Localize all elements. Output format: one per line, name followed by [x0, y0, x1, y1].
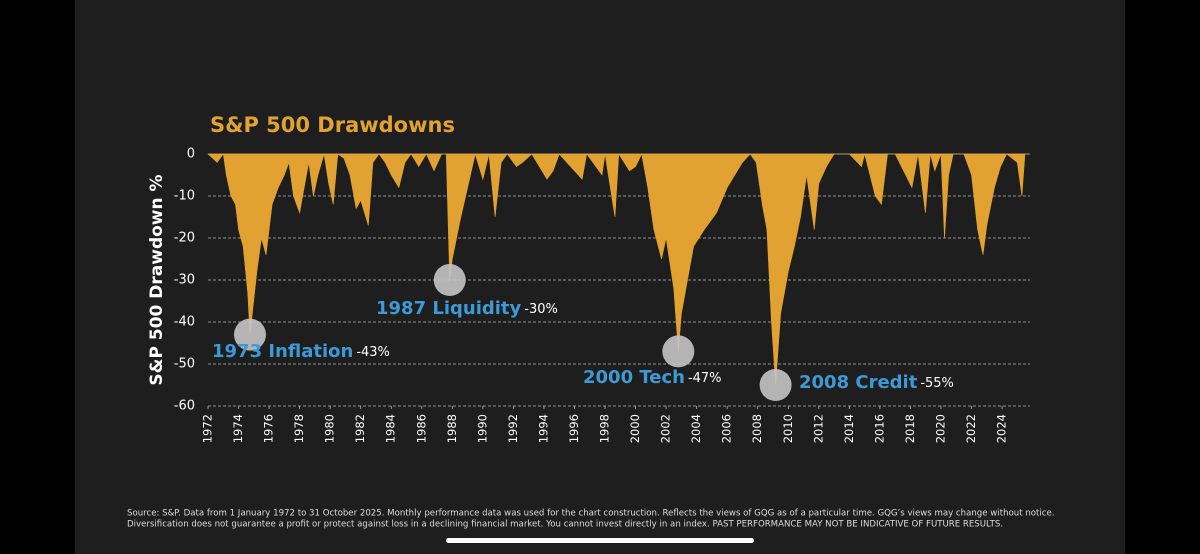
- annotation-label: 2008 Credit: [799, 372, 918, 393]
- x-tick-label: 1980: [323, 414, 337, 443]
- annotation-value: -43%: [356, 345, 390, 360]
- x-tick-label: 2012: [811, 414, 825, 443]
- annotation: 1987 Liquidity -30%: [376, 298, 558, 319]
- footnote: Source: S&P. Data from 1 January 1972 to…: [127, 509, 1055, 519]
- x-tick-label: 2010: [781, 414, 795, 443]
- annotation-value: -47%: [688, 371, 722, 386]
- x-tick-label: 1992: [506, 414, 520, 443]
- x-tick-label: 1994: [536, 414, 550, 443]
- y-tick-label: -10: [174, 189, 195, 204]
- x-tick-label: 1972: [201, 414, 215, 443]
- y-axis-label: S&P 500 Drawdown %: [147, 174, 167, 385]
- x-tick-label: 2004: [689, 414, 703, 443]
- annotation-marker: [662, 335, 695, 368]
- x-tick-label: 1998: [598, 414, 612, 443]
- annotation-marker: [433, 264, 466, 296]
- annotation-marker: [759, 369, 792, 401]
- x-tick-label: 1996: [567, 414, 581, 443]
- x-tick-label: 2002: [659, 414, 673, 443]
- y-tick-label: -20: [174, 231, 195, 246]
- home-indicator: [446, 538, 754, 543]
- annotation-label: 1987 Liquidity: [376, 298, 522, 319]
- x-tick-label: 1974: [231, 414, 245, 443]
- x-tick-label: 1982: [353, 414, 367, 443]
- x-tick-label: 2020: [933, 414, 947, 443]
- x-tick-label: 1976: [262, 414, 276, 443]
- y-tick-label: -60: [174, 399, 195, 414]
- annotation-value: -30%: [524, 302, 558, 317]
- x-tick-label: 2000: [628, 414, 642, 443]
- x-tick-label: 2008: [750, 414, 764, 443]
- annotation: 2008 Credit -55%: [799, 372, 954, 393]
- x-tick-label: 2014: [842, 414, 856, 443]
- x-tick-label: 1986: [414, 414, 428, 443]
- y-tick-label: 0: [187, 147, 195, 162]
- footnote: Diversification does not guarantee a pro…: [127, 520, 1003, 530]
- annotation: 2000 Tech -47%: [583, 367, 722, 388]
- x-tick-label: 1990: [475, 414, 489, 443]
- x-tick-label: 2024: [995, 414, 1009, 443]
- x-tick-label: 2006: [720, 414, 734, 443]
- annotation-label: 2000 Tech: [583, 367, 685, 388]
- x-tick-label: 1988: [445, 414, 459, 443]
- slide: [75, 0, 1125, 554]
- annotation-value: -55%: [920, 376, 954, 391]
- annotation: 1973 Inflation -43%: [212, 341, 390, 362]
- x-tick-label: 2016: [872, 414, 886, 443]
- x-tick-label: 2022: [964, 414, 978, 443]
- chart-title: S&P 500 Drawdowns: [210, 113, 455, 137]
- x-tick-label: 1984: [384, 414, 398, 443]
- y-tick-label: -50: [174, 357, 195, 372]
- x-tick-label: 1978: [292, 414, 306, 443]
- y-tick-label: -40: [174, 315, 195, 330]
- annotation-label: 1973 Inflation: [212, 341, 353, 362]
- drawdown-area: [207, 152, 1030, 386]
- annotation-marker: [233, 318, 266, 351]
- y-tick-label: -30: [174, 273, 195, 288]
- x-tick-label: 2018: [903, 414, 917, 443]
